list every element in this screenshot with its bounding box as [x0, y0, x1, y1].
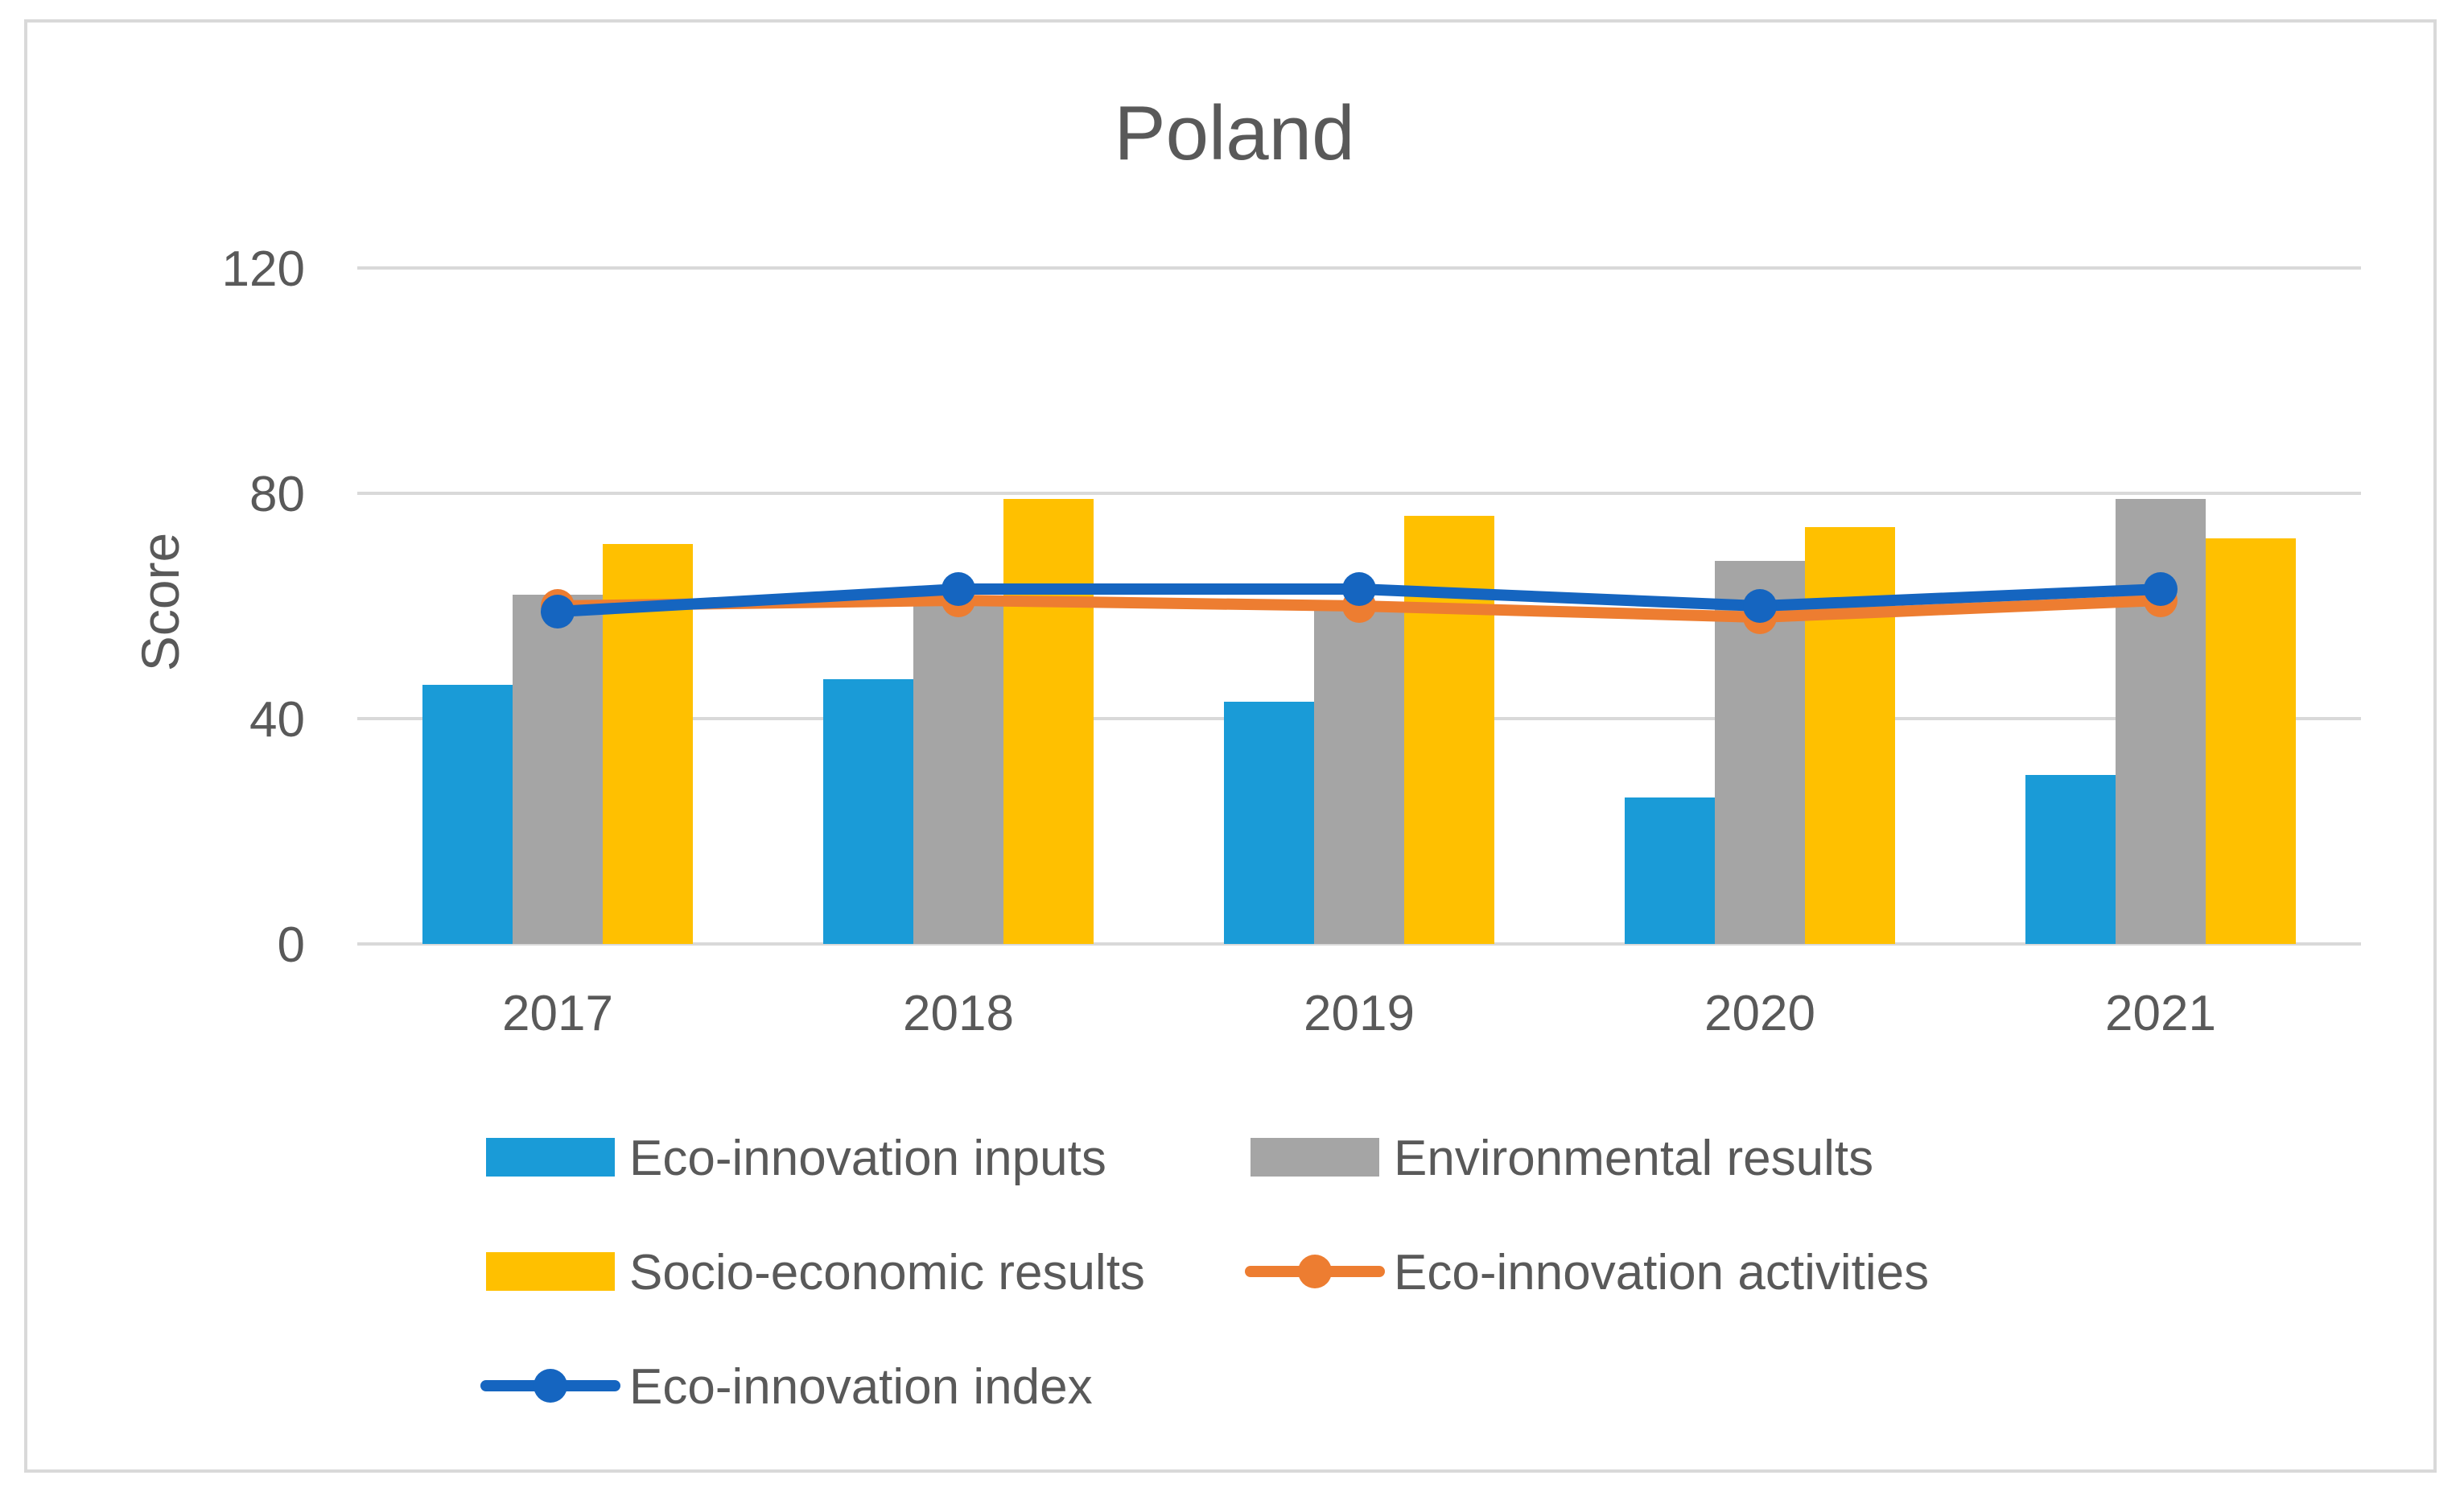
legend-swatch-marker: [1298, 1255, 1332, 1288]
x-tick-label: 2018: [903, 986, 1014, 1041]
point-eco-innovation-index-2021: [2144, 572, 2178, 606]
bar-environmental-results-2018: [913, 600, 1003, 944]
legend-label: Eco-innovation index: [629, 1359, 1093, 1415]
x-tick-label: 2021: [2105, 986, 2216, 1041]
legend-label: Eco-innovation activities: [1394, 1245, 1929, 1300]
legend-label: Socio-economic results: [629, 1245, 1145, 1300]
point-eco-innovation-index-2018: [942, 572, 975, 606]
chart-title: Poland: [1115, 90, 1355, 176]
point-eco-innovation-index-2019: [1342, 572, 1376, 606]
bar-eco-innovation-inputs-2021: [2025, 775, 2116, 944]
point-eco-innovation-index-2017: [541, 595, 575, 628]
bar-environmental-results-2019: [1314, 606, 1404, 944]
line-series: [541, 572, 2178, 634]
x-tick-label: 2020: [1704, 986, 1815, 1041]
legend-item-socio-economic-results: Socio-economic results: [486, 1245, 1145, 1300]
y-axis-title: Score: [130, 533, 190, 671]
bar-eco-innovation-inputs-2018: [823, 679, 913, 944]
bar-eco-innovation-inputs-2019: [1224, 702, 1314, 944]
y-tick-label: 0: [278, 917, 305, 973]
y-axis-ticks: 0 40 80 120: [222, 241, 305, 973]
x-tick-label: 2019: [1304, 986, 1415, 1041]
legend-item-eco-innovation-index: Eco-innovation index: [480, 1359, 1093, 1415]
legend-swatch-marker: [534, 1369, 567, 1403]
y-tick-label: 80: [249, 467, 305, 522]
y-tick-label: 120: [222, 241, 305, 297]
bar-eco-innovation-inputs-2017: [422, 685, 513, 944]
legend-label: Environmental results: [1394, 1131, 1873, 1186]
chart-frame: Poland Score 0 40 80 120 2017 2018 2019 2020 20…: [24, 19, 2437, 1473]
legend-swatch: [486, 1138, 615, 1177]
point-eco-innovation-index-2020: [1743, 589, 1777, 623]
bar-series: [422, 499, 2296, 944]
bar-socio-economic-results-2019: [1404, 516, 1494, 944]
bar-socio-economic-results-2021: [2206, 538, 2296, 944]
x-tick-label: 2017: [502, 986, 613, 1041]
legend-item-eco-innovation-activities: Eco-innovation activities: [1245, 1245, 1929, 1300]
x-axis-ticks: 2017 2018 2019 2020 2021: [502, 986, 2216, 1041]
bar-socio-economic-results-2018: [1003, 499, 1094, 944]
legend-item-eco-innovation-inputs: Eco-innovation inputs: [486, 1131, 1106, 1186]
bar-socio-economic-results-2020: [1805, 527, 1895, 944]
y-tick-label: 40: [249, 692, 305, 748]
legend: Eco-innovation inputs Environmental resul…: [480, 1131, 1929, 1415]
legend-swatch: [1251, 1138, 1379, 1177]
legend-label: Eco-innovation inputs: [629, 1131, 1106, 1186]
bar-environmental-results-2017: [513, 595, 603, 944]
legend-swatch: [486, 1252, 615, 1291]
bar-eco-innovation-inputs-2020: [1625, 797, 1715, 944]
legend-item-environmental-results: Environmental results: [1251, 1131, 1873, 1186]
bar-environmental-results-2021: [2116, 499, 2206, 944]
